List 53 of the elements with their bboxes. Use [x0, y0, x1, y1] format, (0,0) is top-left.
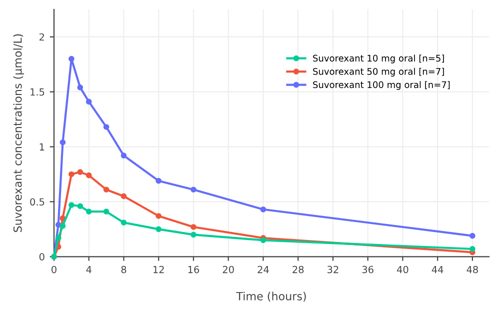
- point: [55, 222, 62, 228]
- point: [60, 222, 66, 229]
- x-tick-label: 0: [52, 266, 56, 274]
- point: [120, 193, 127, 200]
- x-tick-label: 40: [396, 266, 408, 274]
- x-tick-label: 28: [292, 266, 304, 274]
- y-tick-label: 0.5: [30, 198, 44, 206]
- point: [60, 139, 66, 146]
- y-tick-label: 2: [40, 33, 44, 41]
- x-tick-label: 48: [466, 266, 478, 274]
- point: [68, 171, 74, 178]
- x-tick-label: 8: [121, 266, 126, 274]
- x-tick-label: 4: [86, 266, 92, 274]
- legend-label: Suvorexant 50 mg oral [n=7]: [313, 68, 444, 77]
- x-tick-label: 16: [188, 266, 200, 274]
- x-tick-label: 20: [222, 266, 234, 274]
- point: [260, 206, 266, 212]
- point: [103, 186, 110, 193]
- point: [156, 226, 162, 232]
- y-tick-label: 1.5: [30, 88, 44, 96]
- legend-label: Suvorexant 10 mg oral [n=5]: [313, 54, 444, 64]
- point: [120, 220, 127, 226]
- y-tick-label: 0: [39, 253, 44, 260]
- point: [190, 232, 196, 238]
- point: [190, 186, 196, 193]
- point: [156, 178, 162, 184]
- x-tick-label: 32: [328, 266, 338, 274]
- point: [86, 172, 92, 178]
- x-axis-title: Time (hours): [236, 292, 306, 302]
- point: [260, 237, 266, 244]
- point: [77, 203, 84, 210]
- point: [68, 202, 74, 208]
- y-tick-label: 1: [40, 143, 44, 150]
- point: [77, 169, 84, 175]
- point: [156, 213, 162, 219]
- point: [68, 56, 74, 62]
- x-tick-label: 24: [258, 266, 269, 274]
- point: [77, 84, 84, 90]
- point: [103, 208, 110, 215]
- point: [190, 224, 196, 230]
- y-axis-title: Suvorexant concentrations (μmol/L): [13, 34, 24, 232]
- point: [470, 246, 476, 252]
- x-tick-label: 44: [432, 266, 444, 274]
- point: [103, 124, 110, 130]
- point: [60, 215, 66, 222]
- x-tick-label: 12: [153, 266, 164, 274]
- point: [120, 152, 127, 158]
- point: [470, 232, 476, 239]
- point: [86, 98, 92, 105]
- point: [55, 235, 62, 241]
- point: [86, 208, 92, 215]
- x-tick-label: 36: [362, 266, 374, 274]
- legend-label: Suvorexant 100 mg oral [n=7]: [313, 81, 450, 90]
